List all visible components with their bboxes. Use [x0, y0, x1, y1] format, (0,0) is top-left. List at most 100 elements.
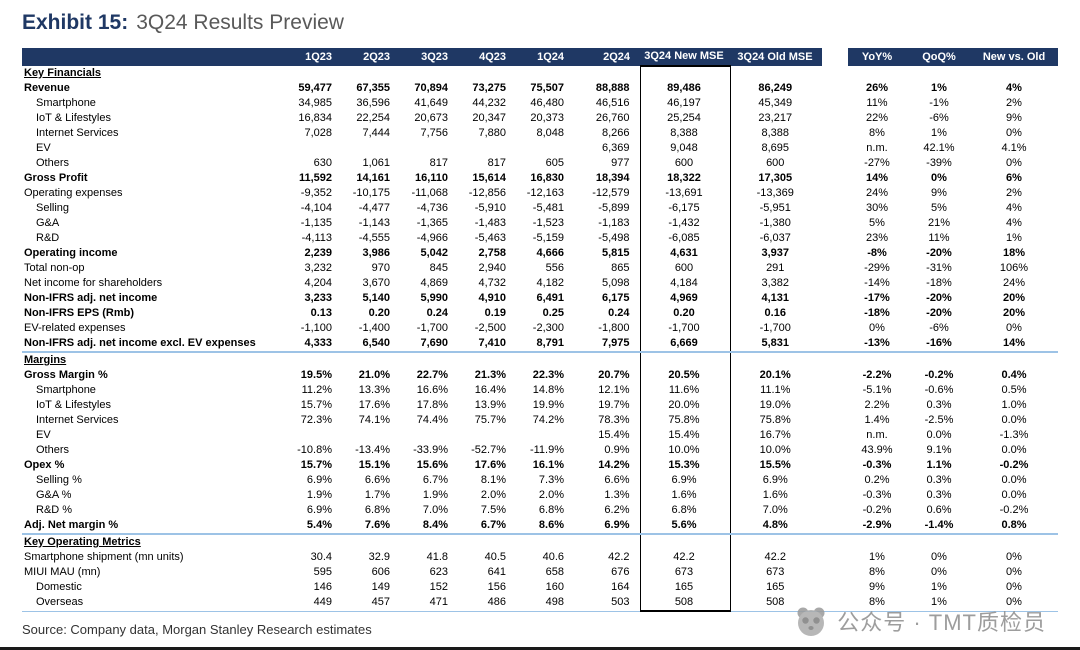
table-row: Opex % 15.7% 15.1% 15.6% 17.6% 16.1% 14.2% 15.3…: [22, 458, 1058, 473]
ratio-cell: -17%: [864, 292, 890, 304]
column-gap: [822, 246, 848, 261]
table-row: Operating income 2,239 3,986 5,042 2,758 4,66…: [22, 246, 1058, 261]
ratio-cell: 24%: [1002, 277, 1026, 289]
value-cell: 508: [730, 595, 822, 612]
column-gap: [822, 231, 848, 246]
value-cell: 89,486: [639, 81, 731, 96]
row-label: Non-IFRS EPS (Rmb): [24, 307, 134, 319]
value-cell: 19.0%: [759, 399, 791, 411]
value-cell: 5,831: [761, 337, 790, 349]
value-cell: 14,161: [356, 172, 390, 184]
column-gap: [822, 48, 848, 66]
value-cell: -1,800: [598, 322, 630, 334]
row-label: Opex %: [24, 459, 65, 471]
ratio-cell: -2.2%: [862, 369, 892, 381]
value-cell: 72.3%: [300, 414, 332, 426]
column-gap: [822, 306, 848, 321]
row-label: G&A: [36, 217, 60, 229]
row-label: Non-IFRS adj. net income: [24, 292, 158, 304]
value-cell: [574, 66, 640, 81]
value-cell: 1,061: [362, 157, 390, 169]
value-cell: 4,333: [304, 337, 332, 349]
value-cell: 15.4%: [598, 429, 630, 441]
ratio-cell: -31%: [926, 262, 952, 274]
column-gap: [822, 216, 848, 231]
value-cell: [342, 428, 400, 443]
value-cell: [458, 141, 516, 156]
value-cell: -1,432: [639, 216, 731, 231]
row-label: EV: [36, 429, 51, 441]
value-cell: 17,305: [758, 172, 793, 184]
value-cell: 2,940: [478, 262, 506, 274]
value-cell: 45,349: [758, 97, 793, 109]
ratio-cell: -0.3%: [862, 489, 892, 501]
value-cell: 0.20: [368, 307, 390, 319]
value-cell: -1,700: [639, 321, 731, 336]
ratio-cell: n.m.: [866, 142, 888, 154]
row-label: MIUI MAU (mn): [24, 566, 101, 578]
value-cell: 15.4%: [639, 428, 731, 443]
ratio-cell: 0.0%: [1001, 489, 1027, 501]
table-row: Domestic 146 149 152 156 160 164 165 165 9% 1% 0%: [22, 580, 1058, 595]
value-cell: 471: [400, 595, 458, 612]
value-cell: 18,322: [639, 171, 731, 186]
table-row: MIUI MAU (mn) 595 606 623 641 658 676 673 673 8% 0…: [22, 565, 1058, 580]
row-label: Revenue: [24, 82, 70, 94]
value-cell: -6,175: [639, 201, 731, 216]
value-cell: 6.9%: [306, 504, 332, 516]
table-row: Key Operating Metrics: [22, 533, 1058, 550]
column-gap: [822, 96, 848, 111]
ratio-cell: -20%: [926, 247, 952, 259]
table-row: G&A % 1.9% 1.7% 1.9% 2.0% 2.0% 1.3% 1.6% 1.6% -0.…: [22, 488, 1058, 503]
ratio-cell: 1%: [908, 595, 972, 612]
ratio-cell: 8%: [848, 595, 908, 612]
column-gap: [822, 595, 848, 612]
column-gap: [822, 276, 848, 291]
value-cell: 3,233: [304, 292, 332, 304]
value-cell: 23,217: [758, 112, 793, 124]
value-cell: 25,254: [639, 111, 731, 126]
ratio-cell: 1%: [869, 551, 885, 563]
value-cell: -4,555: [358, 232, 390, 244]
value-cell: 6.9%: [639, 473, 731, 488]
table-row: IoT & Lifestyles 15.7% 17.6% 17.8% 13.9% 19.9…: [22, 398, 1058, 413]
ratio-cell: 42.1%: [923, 142, 955, 154]
value-cell: 165: [766, 581, 785, 593]
row-label: Key Operating Metrics: [22, 533, 284, 550]
column-header: 2Q24: [574, 48, 640, 66]
value-cell: [284, 533, 342, 550]
value-cell: 6.8%: [538, 504, 564, 516]
ratio-cell: 2.2%: [864, 399, 890, 411]
ratio-cell: 0.8%: [1001, 519, 1027, 531]
ratio-cell: -1.4%: [924, 519, 954, 531]
value-cell: 15,614: [472, 172, 506, 184]
ratio-cell: 0%: [1006, 127, 1022, 139]
value-cell: 13.3%: [358, 384, 390, 396]
value-cell: 20.0%: [639, 398, 731, 413]
value-cell: 46,516: [595, 97, 630, 109]
value-cell: 457: [342, 595, 400, 612]
ratio-cell: -0.2%: [862, 504, 892, 516]
ratio-column-header: YoY%: [848, 48, 908, 66]
value-cell: 74.4%: [416, 414, 448, 426]
value-cell: 600: [639, 261, 731, 276]
ratio-cell: 1.0%: [1001, 399, 1027, 411]
value-cell: 5,098: [601, 277, 630, 289]
table-row: Others -10.8% -13.4% -33.9% -52.7% -11.9% 0.9%…: [22, 443, 1058, 458]
column-gap: [822, 261, 848, 276]
value-cell: -1,700: [416, 322, 448, 334]
row-label: Others: [36, 444, 70, 456]
ratio-cell: 0.5%: [1001, 384, 1027, 396]
value-cell: 5,042: [420, 247, 448, 259]
ratio-cell: 23%: [865, 232, 889, 244]
value-cell: 6.6%: [604, 474, 630, 486]
row-label: IoT & Lifestyles: [36, 399, 111, 411]
column-gap: [822, 126, 848, 141]
value-cell: -13,369: [756, 187, 794, 199]
value-cell: 3,986: [362, 247, 390, 259]
ratio-cell: 8%: [869, 566, 885, 578]
column-gap: [822, 398, 848, 413]
ratio-cell: -13%: [864, 337, 890, 349]
column-gap: [822, 321, 848, 336]
value-cell: 6.2%: [604, 504, 630, 516]
